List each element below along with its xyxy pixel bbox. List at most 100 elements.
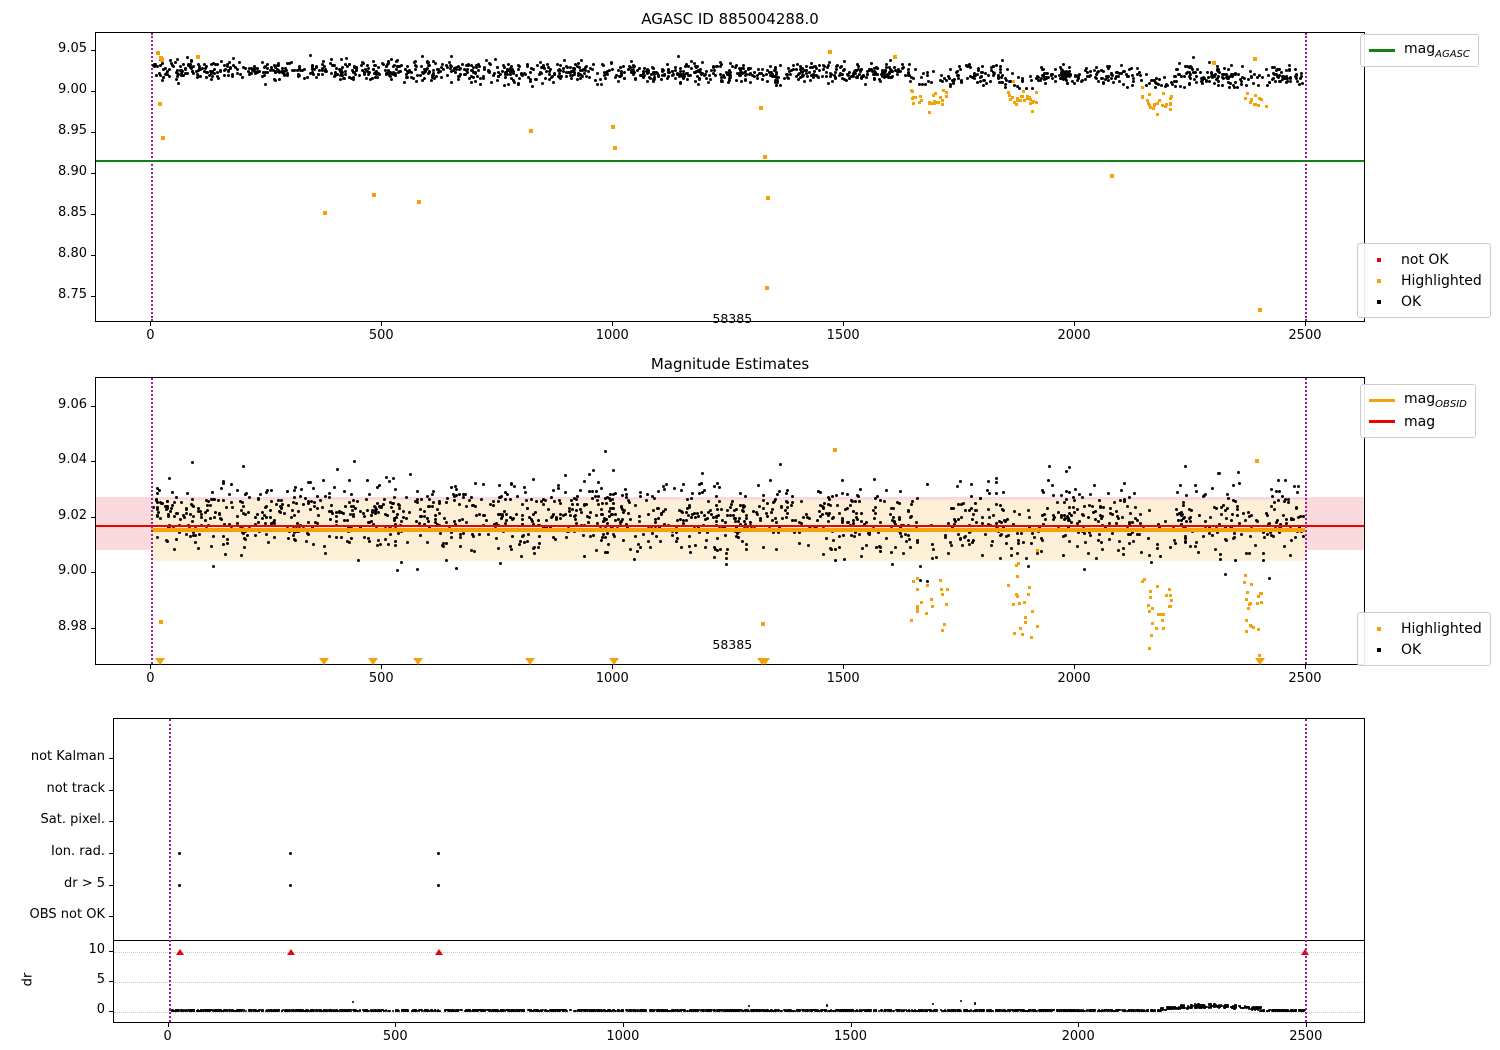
panel3-dr-point <box>887 1009 890 1012</box>
panel2-point-ok <box>634 504 638 508</box>
panel1-point-ok <box>1200 82 1204 86</box>
panel2-clipped-marker <box>759 658 770 665</box>
panel2-point-ok <box>335 510 339 514</box>
panel1-point-ok <box>237 61 241 65</box>
panel2-point-ok <box>241 500 245 504</box>
panel2-point-highlighted <box>1017 562 1021 566</box>
panel1-point-ok <box>671 72 675 76</box>
panel1-point-ok <box>735 71 739 75</box>
panel1-point-ok <box>1299 76 1303 80</box>
panel1-point-ok <box>1004 83 1008 87</box>
panel2-point-ok <box>226 537 230 541</box>
panel1-point-ok <box>939 74 943 78</box>
panel1-point-ok <box>422 76 426 80</box>
panel2-point-ok <box>1261 559 1265 563</box>
panel2-ytick-label: 9.02 <box>58 507 87 523</box>
panel2-point-ok <box>243 546 247 550</box>
panel2-point-ok <box>409 473 413 476</box>
panel1-point-ok <box>1188 65 1192 69</box>
panel1-point-ok <box>335 73 339 77</box>
panel1-point-ok <box>431 73 435 77</box>
panel2-point-ok <box>972 513 976 517</box>
panel2-point-ok <box>799 499 803 503</box>
panel1-point-ok <box>878 77 882 81</box>
panel1-point-ok <box>559 64 563 68</box>
panel1-point-ok <box>970 76 974 80</box>
panel2-point-ok <box>998 519 1002 523</box>
panel2-point-ok <box>967 509 971 513</box>
panel1-point-ok <box>617 69 621 73</box>
panel1-point-ok <box>387 68 391 72</box>
panel2-point-ok <box>1088 534 1092 538</box>
panel2-point-ok <box>1220 505 1224 509</box>
panel1-point-ok <box>325 69 329 73</box>
panel2-point-ok <box>208 504 212 508</box>
panel1-point-ok <box>1053 80 1057 84</box>
panel1-point-ok <box>345 57 349 61</box>
panel2-point-ok <box>1001 490 1005 494</box>
panel1-point-ok <box>502 63 505 67</box>
panel2-point-ok <box>378 543 382 547</box>
panel1-point-ok <box>227 74 231 77</box>
panel-flags <box>113 718 1365 1023</box>
panel3-not-ok-marker <box>434 948 443 955</box>
panel1-point-ok <box>670 70 674 74</box>
panel2-point-ok <box>1157 525 1161 529</box>
panel2-point-ok <box>1029 542 1033 546</box>
panel2-point-ok <box>318 498 322 502</box>
panel2-point-ok <box>1122 553 1126 557</box>
panel2-point-highlighted <box>1244 629 1248 633</box>
panel1-point-ok <box>482 76 486 80</box>
panel1-point-ok <box>397 64 401 68</box>
panel2-point-ok <box>209 498 213 502</box>
panel2-point-ok <box>841 516 845 520</box>
panel1-point-ok <box>286 74 290 77</box>
panel1-point-ok <box>747 68 751 72</box>
panel2-point-ok <box>679 546 683 550</box>
panel2-point-ok <box>833 547 837 551</box>
panel1-point-ok <box>1059 66 1063 70</box>
panel2-point-ok <box>604 551 608 555</box>
panel2-point-ok <box>999 503 1002 507</box>
panel2-point-ok <box>396 503 400 507</box>
panel2-point-ok <box>532 477 536 481</box>
panel2-point-ok <box>336 468 339 472</box>
panel2-point-ok <box>306 501 310 505</box>
panel2-point-ok <box>458 544 462 548</box>
panel2-point-ok <box>722 525 726 529</box>
panel2-point-ok <box>876 495 880 499</box>
panel1-point-ok <box>478 82 482 86</box>
panel1-point-ok <box>1202 75 1206 79</box>
panel2-point-ok <box>453 494 457 498</box>
panel3-dr-point <box>747 1005 751 1008</box>
panel2-point-ok <box>849 533 853 537</box>
panel2-point-ok <box>401 510 405 514</box>
panel2-point-ok <box>595 548 599 552</box>
panel2-point-ok <box>474 504 478 508</box>
panel1-ytick-label: 9.05 <box>58 41 87 57</box>
panel2-point-ok <box>779 505 783 509</box>
panel1-point-ok <box>526 64 530 68</box>
panel2-point-ok <box>555 517 559 521</box>
panel1-point-ok <box>808 66 812 70</box>
panel2-point-ok <box>256 496 260 500</box>
panel2-point-ok <box>969 483 973 487</box>
panel2-point-ok <box>219 517 223 521</box>
panel2-point-ok <box>1289 538 1293 542</box>
panel2-point-ok <box>1156 547 1160 551</box>
panel2-point-ok <box>706 517 710 521</box>
panel2-point-ok <box>1128 533 1132 537</box>
panel2-point-ok <box>541 502 545 506</box>
panel1-point-ok <box>1128 68 1132 72</box>
panel2-point-ok <box>390 506 394 510</box>
panel1-point-ok <box>487 70 491 74</box>
panel2-point-ok <box>621 510 625 514</box>
panel3-dr-point <box>1179 1006 1182 1010</box>
panel1-point-ok <box>231 75 235 79</box>
panel2-point-ok <box>690 515 694 519</box>
panel2-point-ok <box>829 504 833 507</box>
panel1-point-highlighted <box>944 91 948 94</box>
panel1-point-ok <box>719 78 723 82</box>
panel1-point-ok <box>699 70 703 74</box>
panel1-point-ok <box>655 72 659 76</box>
